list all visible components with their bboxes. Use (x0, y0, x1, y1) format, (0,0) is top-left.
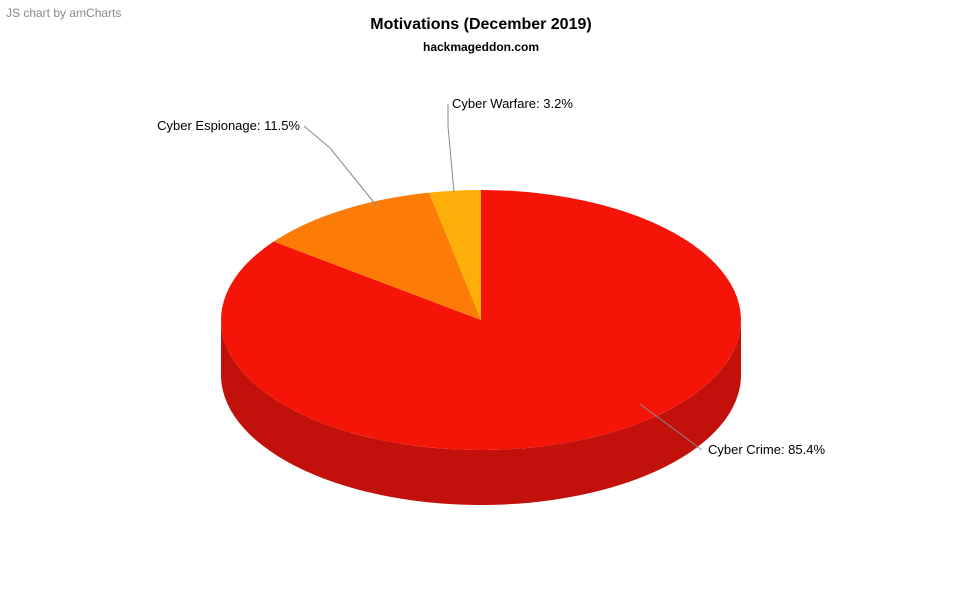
leader-line-cyber-warfare (448, 104, 454, 192)
pie-chart-svg (0, 0, 962, 593)
slice-label-cyber-espionage: Cyber Espionage: 11.5% (157, 118, 300, 133)
leader-line-cyber-espionage (304, 126, 376, 205)
chart-container: JS chart by amCharts Motivations (Decemb… (0, 0, 962, 593)
slice-label-cyber-warfare: Cyber Warfare: 3.2% (452, 96, 573, 111)
slice-label-cyber-crime: Cyber Crime: 85.4% (708, 442, 825, 457)
